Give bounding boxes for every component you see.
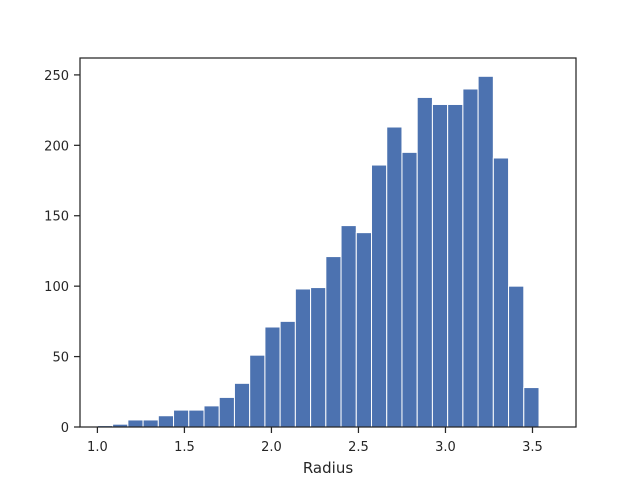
histogram-bar: [523, 387, 540, 428]
histogram-bar: [508, 285, 525, 428]
x-tick-label: 2.0: [261, 440, 282, 455]
histogram-bar: [218, 396, 235, 428]
y-tick-label: 100: [44, 280, 69, 295]
histogram-bar: [294, 288, 312, 428]
x-tick-label: 1.5: [174, 440, 195, 455]
y-tick-label: 50: [52, 351, 69, 366]
histogram-bar: [325, 256, 342, 428]
histogram-bar: [431, 103, 449, 428]
histogram-bar: [188, 409, 205, 428]
histogram-bar: [233, 382, 251, 428]
histogram-bar: [264, 326, 281, 428]
histogram-bar: [386, 126, 403, 428]
histogram-bar: [401, 151, 418, 428]
x-tick-label: 1.0: [87, 440, 108, 455]
x-tick-label: 3.0: [435, 440, 456, 455]
histogram-bar: [127, 419, 144, 428]
histogram-bar: [203, 405, 220, 428]
histogram-bar: [477, 75, 494, 428]
x-axis-label: Radius: [303, 459, 353, 477]
axes-group: 1.0 1.5 2.0 2.5 3.0 3.5 0 50 100 150 200 250: [44, 57, 577, 455]
x-tick-label: 3.5: [522, 440, 543, 455]
histogram-bar: [173, 409, 190, 428]
histogram-bar: [279, 320, 296, 428]
histogram-bar: [340, 225, 357, 428]
plot-frame: [79, 57, 577, 428]
x-tick-label: 2.5: [348, 440, 369, 455]
histogram-bar: [310, 287, 327, 428]
histogram-bar: [416, 96, 433, 428]
y-tick-label: 0: [61, 421, 69, 436]
bars-group: [96, 75, 540, 428]
y-tick-label: 150: [44, 210, 69, 225]
histogram-bar: [355, 232, 373, 428]
histogram-bar: [371, 164, 388, 428]
histogram-bar: [157, 415, 175, 428]
histogram-bar: [249, 354, 266, 428]
histogram-bar: [142, 419, 159, 428]
histogram-bar: [447, 103, 464, 428]
y-tick-label: 250: [44, 69, 69, 84]
histogram-bar: [492, 157, 510, 428]
histogram-bar: [462, 88, 479, 428]
y-tick-label: 200: [44, 139, 69, 154]
